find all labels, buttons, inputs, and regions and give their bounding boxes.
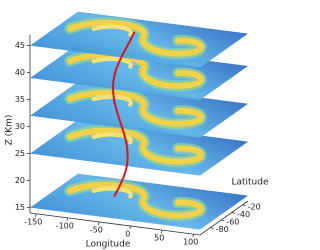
swirl xyxy=(56,181,218,218)
swirl xyxy=(56,19,218,56)
z-tick-label: 30 xyxy=(15,122,25,131)
slice xyxy=(30,82,248,138)
x-tick xyxy=(34,213,37,217)
x-tick xyxy=(160,229,163,234)
z-axis-label: Z (Km) xyxy=(5,115,15,146)
swirl-core xyxy=(93,133,137,143)
y-tick xyxy=(221,219,225,222)
x-tick xyxy=(192,234,195,238)
swirl-core xyxy=(93,187,137,197)
x-tick xyxy=(129,225,132,230)
trajectory xyxy=(111,31,136,197)
y-tick xyxy=(210,227,214,229)
swirl-core xyxy=(93,25,137,35)
slice xyxy=(30,12,248,68)
x-tick-label: 0 xyxy=(125,230,130,239)
x-axis-label: Longitude xyxy=(86,240,131,250)
z-tick-label: 15 xyxy=(15,203,25,212)
y-tick-label: -80 xyxy=(216,225,229,234)
swirl xyxy=(56,127,218,164)
x-tick-label: 50 xyxy=(154,234,164,243)
y-tick xyxy=(231,211,236,214)
x-tick xyxy=(97,221,100,226)
y-tick xyxy=(242,204,246,207)
x-tick-label: -150 xyxy=(24,217,42,226)
z-tick-label: 25 xyxy=(15,149,25,158)
y-tick-label: -40 xyxy=(237,210,250,219)
chart: Z (Km) Longitude Latitude 15 20 25 30 35 40 45… xyxy=(0,0,275,250)
y-axis-label: Latitude xyxy=(231,178,269,188)
x-tick-label: -50 xyxy=(90,225,103,234)
z-tick-label: 35 xyxy=(15,95,25,104)
z-tick-label: 40 xyxy=(15,68,25,77)
x-tick-label: -100 xyxy=(56,221,74,230)
z-tick-label: 45 xyxy=(15,41,25,50)
x-tick-label: 100 xyxy=(183,238,198,247)
swirl-core xyxy=(93,95,137,105)
slice xyxy=(30,120,248,176)
x-tick xyxy=(66,217,69,222)
z-tick-label: 20 xyxy=(15,176,25,185)
swirl xyxy=(56,89,218,126)
y-tick-label: -20 xyxy=(248,202,261,211)
slice xyxy=(30,174,248,230)
y-tick-label: -60 xyxy=(226,217,239,226)
